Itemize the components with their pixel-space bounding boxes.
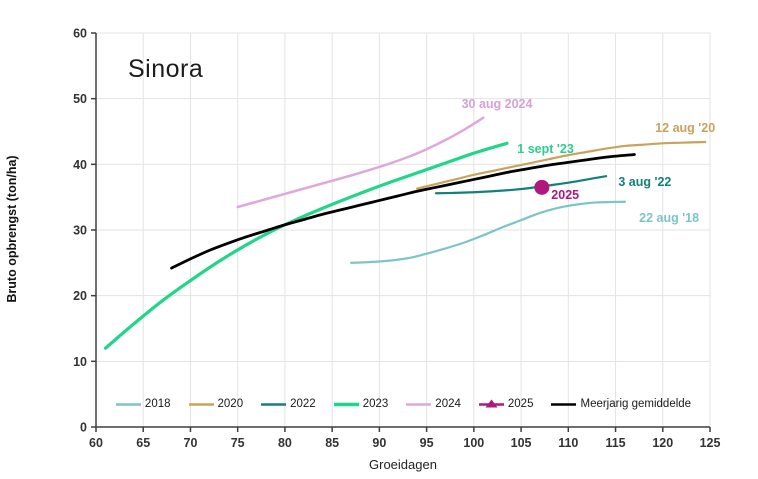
series-line-2023 [103, 141, 509, 350]
x-tick-label: 80 [278, 436, 292, 450]
series-line-meerjarig-gemiddelde [170, 153, 636, 270]
series-point-2025 [534, 179, 550, 195]
legend-swatch-icon [188, 402, 214, 406]
legend-item-2022: 2022 [260, 398, 316, 411]
annotation-22-aug-18: 22 aug '18 [639, 211, 699, 225]
x-tick-label: 105 [511, 436, 532, 450]
legend-item-2025: 2025 [478, 398, 534, 411]
series-line-2018 [349, 200, 627, 264]
chart-legend: 2018 2020 2022 2023 2024 2025 Meerjarig gemidd… [96, 394, 710, 414]
x-tick-label: 125 [700, 436, 721, 450]
x-tick-label: 115 [605, 436, 625, 450]
chart-title: Sinora [128, 55, 204, 83]
annotation-12-aug-20: 12 aug '20 [655, 121, 715, 135]
legend-swatch-icon [406, 402, 432, 406]
y-tick-label: 30 [73, 224, 87, 238]
legend-item-2023: 2023 [333, 398, 389, 411]
x-tick-label: 90 [372, 436, 386, 450]
legend-label: 2024 [435, 398, 461, 410]
series-line-2020 [416, 140, 707, 190]
y-tick-label: 50 [73, 92, 87, 106]
y-tick-label: 60 [73, 27, 87, 41]
legend-item-2018: 2018 [115, 398, 171, 411]
legend-swatch-icon [551, 402, 577, 406]
legend-label: 2020 [217, 398, 244, 410]
legend-item-meerjarig-gemiddelde: Meerjarig gemiddelde [550, 398, 691, 411]
x-tick-label: 70 [184, 436, 198, 450]
x-tick-label: 85 [325, 436, 339, 450]
legend-item-2024: 2024 [405, 398, 461, 411]
x-tick-label: 95 [420, 436, 434, 450]
x-tick-label: 65 [136, 436, 150, 450]
legend-item-2020: 2020 [188, 398, 244, 411]
y-tick-label: 10 [73, 355, 87, 369]
x-axis-label: Groeidagen [369, 457, 437, 472]
annotation-3-aug-22: 3 aug '22 [618, 175, 671, 189]
series-line-2022 [434, 175, 608, 195]
y-tick-label: 40 [73, 158, 87, 172]
x-tick-label: 60 [89, 436, 103, 450]
legend-swatch-icon [333, 402, 359, 406]
x-tick-label: 120 [652, 436, 673, 450]
annotation-2025: 2025 [551, 188, 579, 202]
legend-label: 2018 [144, 398, 171, 410]
legend-swatch-icon [115, 402, 141, 406]
y-tick-label: 0 [80, 421, 87, 435]
y-axis-label: Bruto opbrengst (ton/ha) [5, 155, 19, 303]
legend-swatch-icon [261, 402, 287, 406]
legend-label: Meerjarig gemiddelde [580, 398, 692, 410]
x-tick-label: 100 [463, 436, 484, 450]
legend-swatch-icon [478, 399, 504, 407]
x-tick-label: 75 [231, 436, 245, 450]
triangle-marker-icon [485, 399, 498, 407]
legend-label: 2025 [507, 398, 534, 410]
y-tick-label: 20 [73, 289, 87, 303]
x-tick-label: 110 [558, 436, 578, 450]
annotation-1-sept-23: 1 sept '23 [517, 142, 574, 156]
legend-label: 2023 [362, 398, 389, 410]
annotation-30-aug-2024: 30 aug 2024 [462, 97, 533, 111]
series-line-2024 [236, 116, 485, 209]
legend-label: 2022 [290, 398, 316, 410]
